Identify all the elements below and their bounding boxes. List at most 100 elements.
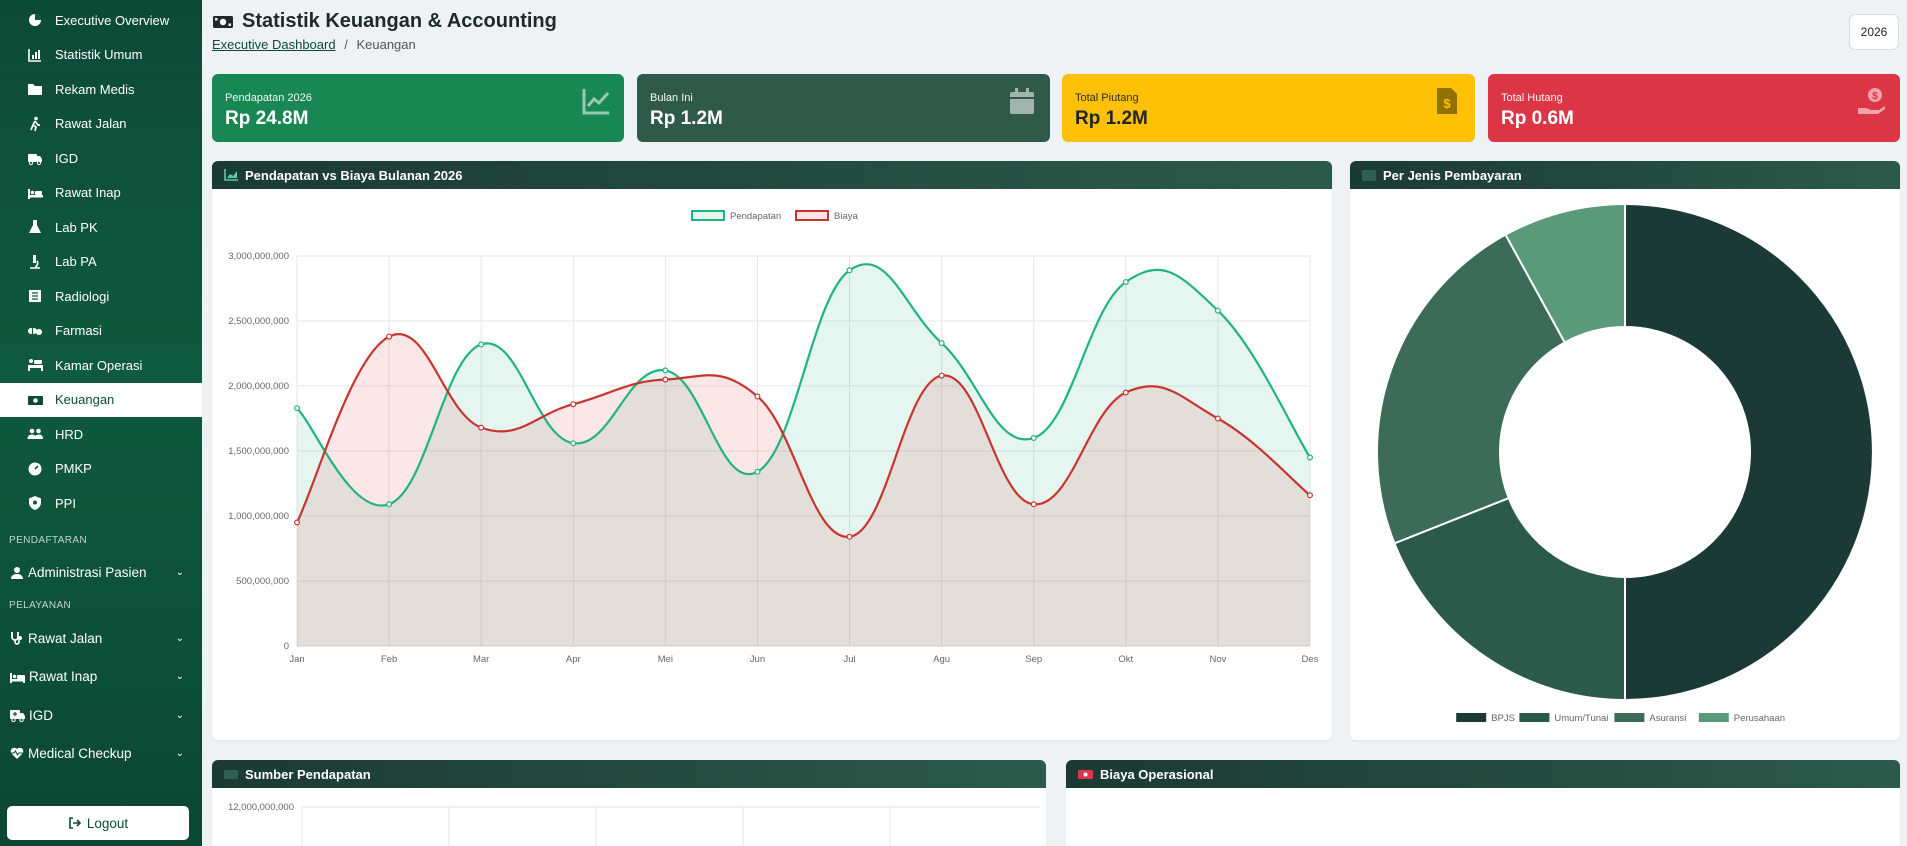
donut-chart-panel: Per Jenis Pembayaran BPJS Umum/Tunai Asura…	[1350, 161, 1900, 740]
donut-slice-umum-tunai[interactable]	[1393, 496, 1626, 702]
year-select[interactable]: 2026	[1849, 14, 1899, 50]
ambulance-icon	[10, 710, 25, 723]
legend-item-bpjs[interactable]: BPJS	[1456, 713, 1515, 724]
x-tick-label: Mei	[658, 654, 673, 665]
data-point-biaya[interactable]	[1214, 415, 1221, 422]
data-point-pendapatan[interactable]	[1214, 307, 1221, 314]
legend-label: Perusahaan	[1734, 713, 1785, 724]
sidebar-item-ppi[interactable]: PPI	[0, 486, 202, 521]
panel-header: Biaya Operasional	[1066, 760, 1900, 788]
legend-item-perusahaan[interactable]: Perusahaan	[1698, 713, 1785, 724]
panel-title: Per Jenis Pembayaran	[1383, 167, 1522, 183]
data-point-biaya[interactable]	[293, 519, 300, 526]
donut-slice-perusahaan[interactable]	[1504, 202, 1626, 344]
sidebar-item-label: Rawat Jalan	[55, 116, 127, 132]
stat-card-bulan-ini: Bulan Ini Rp 1.2M	[637, 74, 1050, 142]
donut-slice-asuransi[interactable]	[1376, 233, 1567, 545]
legend-swatch	[795, 210, 829, 221]
data-point-pendapatan[interactable]	[846, 267, 853, 274]
sidebar-item-label: PMKP	[55, 461, 92, 477]
data-point-biaya[interactable]	[1122, 389, 1129, 396]
shield-icon	[26, 494, 44, 512]
data-point-pendapatan[interactable]	[1122, 278, 1129, 285]
sidebar-item-rawat-jalan[interactable]: Rawat Jalan	[0, 107, 202, 142]
data-point-pendapatan[interactable]	[570, 440, 577, 447]
logout-button[interactable]: Logout	[7, 806, 189, 840]
y-tick-label: 500,000,000	[236, 576, 289, 587]
sidebar-nav-list: Executive Overview Statistik Umum Rekam Me…	[0, 3, 202, 521]
page-title: Statistik Keuangan & Accounting	[212, 10, 557, 33]
data-point-pendapatan[interactable]	[478, 341, 485, 348]
x-tick-label: Jul	[843, 654, 855, 665]
data-point-pendapatan[interactable]	[938, 340, 945, 347]
sidebar-group-label: Medical Checkup	[28, 746, 132, 762]
pie-chart-icon	[26, 11, 44, 29]
sidebar-item-pmkp[interactable]: PMKP	[0, 452, 202, 487]
data-point-biaya[interactable]	[478, 424, 485, 431]
legend-item-asuransi[interactable]: Asuransi	[1614, 713, 1686, 724]
data-point-biaya[interactable]	[846, 533, 853, 540]
page-title-text: Statistik Keuangan & Accounting	[242, 10, 557, 32]
sidebar: Executive Overview Statistik Umum Rekam Me…	[0, 0, 202, 846]
legend-item-pendapatan[interactable]: Pendapatan	[691, 210, 781, 222]
sidebar-item-lab-pk[interactable]: Lab PK	[0, 210, 202, 245]
data-point-biaya[interactable]	[754, 393, 761, 400]
data-point-biaya[interactable]	[938, 372, 945, 379]
data-point-pendapatan[interactable]	[386, 501, 393, 508]
breadcrumb-link-executive-dashboard[interactable]: Executive Dashboard	[212, 37, 336, 52]
stat-card-total-piutang: Total Piutang Rp 1.2M $	[1062, 74, 1475, 142]
legend-item-umum-tunai[interactable]: Umum/Tunai	[1519, 713, 1608, 724]
heartbeat-icon	[10, 747, 24, 760]
data-point-pendapatan[interactable]	[1306, 454, 1313, 461]
data-point-pendapatan[interactable]	[662, 367, 669, 374]
xray-icon	[26, 287, 44, 305]
sidebar-group-label: Rawat Inap	[29, 669, 98, 685]
sidebar-item-keuangan[interactable]: Keuangan	[0, 382, 202, 417]
data-point-biaya[interactable]	[662, 376, 669, 383]
series-area-biaya	[297, 334, 1310, 646]
sidebar-group-rawat-inap[interactable]: Rawat Inap ⌄	[0, 658, 202, 697]
sidebar-item-label: Lab PK	[55, 219, 98, 235]
user-icon	[11, 566, 23, 579]
svg-text:$: $	[1872, 91, 1878, 102]
sidebar-item-label: HRD	[55, 426, 84, 442]
money-icon	[26, 391, 44, 409]
data-point-biaya[interactable]	[1030, 501, 1037, 508]
x-tick-label: Okt	[1118, 654, 1133, 665]
sidebar-item-rekam-medis[interactable]: Rekam Medis	[0, 72, 202, 107]
donut-slice-bpjs[interactable]	[1624, 202, 1874, 702]
sidebar-item-statistik-umum[interactable]: Statistik Umum	[0, 38, 202, 73]
sidebar-item-label: Lab PA	[55, 254, 97, 270]
sidebar-section-pendaftaran: PENDAFTARAN	[9, 534, 88, 546]
data-point-biaya[interactable]	[570, 401, 577, 408]
sidebar-group-igd[interactable]: IGD ⌄	[0, 696, 202, 735]
table-icon	[1362, 169, 1376, 181]
sidebar-group-administrasi-pasien[interactable]: Administrasi Pasien ⌄	[0, 554, 202, 593]
data-point-pendapatan[interactable]	[293, 405, 300, 412]
sidebar-item-executive-overview[interactable]: Executive Overview	[0, 3, 202, 38]
legend-item-biaya[interactable]: Biaya	[795, 210, 858, 222]
sidebar-group-rawat-jalan[interactable]: Rawat Jalan ⌄	[0, 619, 202, 658]
sumber-pendapatan-panel: Sumber Pendapatan 12,000,000,000	[212, 760, 1046, 846]
stat-card-value: Rp 1.2M	[1075, 108, 1148, 129]
data-point-pendapatan[interactable]	[1030, 435, 1037, 442]
sidebar-group-medical-checkup[interactable]: Medical Checkup ⌄	[0, 735, 202, 774]
procedures-icon	[26, 356, 44, 374]
sidebar-item-lab-pa[interactable]: Lab PA	[0, 245, 202, 280]
sidebar-item-igd[interactable]: IGD	[0, 141, 202, 176]
sidebar-item-label: IGD	[55, 150, 79, 166]
folder-icon	[26, 80, 44, 98]
sidebar-item-kamar-operasi[interactable]: Kamar Operasi	[0, 348, 202, 383]
calendar-icon	[1010, 88, 1034, 114]
stat-card-value: Rp 1.2M	[650, 108, 723, 129]
sidebar-item-hrd[interactable]: HRD	[0, 417, 202, 452]
chevron-down-icon: ⌄	[175, 671, 184, 683]
sidebar-item-farmasi[interactable]: Farmasi	[0, 314, 202, 349]
data-point-biaya[interactable]	[1306, 492, 1313, 499]
data-point-biaya[interactable]	[386, 333, 393, 340]
data-point-pendapatan[interactable]	[754, 468, 761, 475]
bed-icon	[10, 672, 25, 683]
sidebar-item-radiologi[interactable]: Radiologi	[0, 279, 202, 314]
breadcrumb-current: Keuangan	[356, 37, 416, 52]
sidebar-item-rawat-inap[interactable]: Rawat Inap	[0, 176, 202, 211]
